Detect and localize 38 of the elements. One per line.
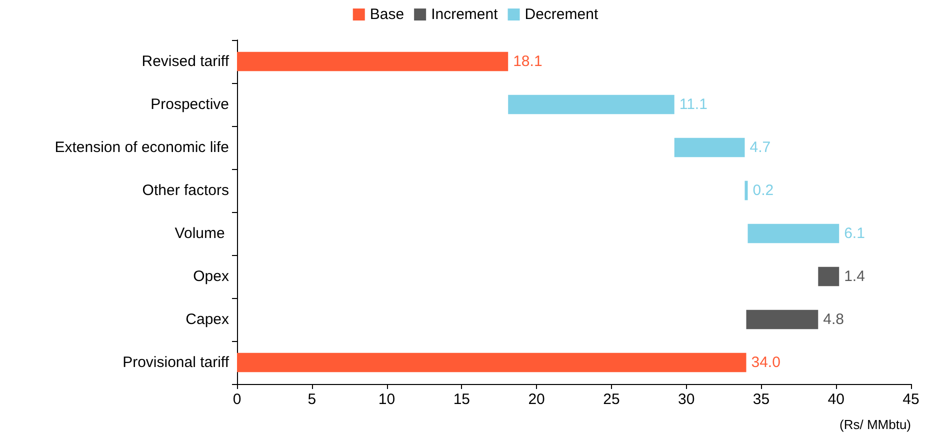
y-tick-label: Other factors (142, 182, 229, 199)
x-tick-label: 5 (308, 391, 316, 408)
x-axis-title: (Rs/ MMbtu) (840, 417, 911, 432)
data-label: 1.4 (844, 268, 865, 285)
bar (508, 94, 674, 114)
data-label: 4.8 (823, 311, 844, 328)
bar (237, 352, 746, 372)
x-tick-label: 45 (902, 391, 920, 408)
legend-label: Increment (431, 6, 499, 23)
y-tick-label: Revised tariff (142, 53, 230, 70)
legend-label: Decrement (524, 6, 599, 23)
x-tick-label: 40 (828, 391, 844, 408)
x-tick-label: 25 (603, 391, 620, 408)
x-tick-label: 20 (528, 391, 545, 408)
y-tick-label: Extension of economic life (54, 139, 229, 156)
data-label: 18.1 (513, 53, 542, 70)
bar (748, 224, 840, 244)
x-tick-label: 15 (453, 391, 470, 408)
data-label: 0.2 (752, 182, 774, 199)
bar (818, 266, 840, 286)
y-tick-label: Opex (193, 268, 230, 285)
data-label: 6.1 (844, 225, 865, 242)
data-label: 11.1 (679, 96, 708, 113)
data-label: 4.7 (750, 139, 771, 156)
data-label: 34.0 (751, 354, 780, 371)
legend-label: Base (370, 6, 404, 23)
bar (744, 180, 748, 200)
x-tick-label: 30 (678, 391, 695, 408)
x-tick-label: 10 (378, 391, 396, 408)
y-tick-label: Provisional tariff (122, 354, 230, 371)
x-tick-label: 0 (232, 391, 242, 408)
bar (237, 52, 508, 72)
x-tick-label: 35 (752, 391, 770, 408)
y-tick-label: Volume (174, 225, 229, 242)
bar (674, 138, 745, 158)
y-tick-label: Capex (186, 311, 230, 328)
y-tick-label: Prospective (150, 96, 229, 113)
bar (746, 310, 818, 330)
